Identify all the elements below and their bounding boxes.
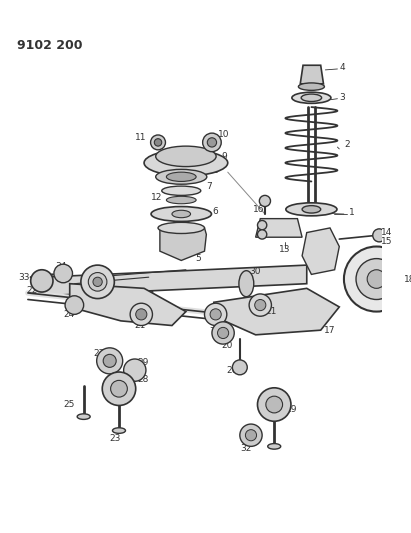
Circle shape [257, 388, 291, 421]
Ellipse shape [158, 222, 205, 233]
Text: 15: 15 [381, 237, 393, 246]
Circle shape [232, 360, 247, 375]
Circle shape [249, 294, 271, 316]
Circle shape [212, 322, 234, 344]
Circle shape [344, 247, 409, 312]
Circle shape [257, 230, 267, 239]
Polygon shape [214, 288, 339, 335]
Text: 20: 20 [221, 342, 233, 351]
Text: 12: 12 [150, 193, 162, 202]
Text: 25: 25 [63, 400, 74, 409]
Text: 34: 34 [56, 262, 67, 271]
Text: 22: 22 [26, 286, 37, 295]
Circle shape [245, 430, 256, 441]
Ellipse shape [166, 196, 196, 204]
Ellipse shape [156, 146, 216, 167]
Ellipse shape [298, 83, 324, 91]
Text: 21: 21 [135, 321, 146, 330]
Ellipse shape [144, 150, 228, 176]
Circle shape [124, 359, 146, 381]
Text: 17: 17 [323, 326, 335, 335]
Text: 1: 1 [349, 208, 354, 216]
Text: 32: 32 [240, 444, 251, 453]
Ellipse shape [268, 443, 281, 449]
Circle shape [97, 348, 123, 374]
Text: 19: 19 [286, 405, 298, 414]
Text: 28: 28 [138, 375, 149, 384]
Ellipse shape [292, 92, 331, 103]
Circle shape [210, 309, 221, 320]
Text: 11: 11 [135, 133, 146, 142]
Text: 16: 16 [253, 205, 264, 214]
Text: 8: 8 [212, 166, 218, 175]
Circle shape [356, 259, 397, 300]
Circle shape [205, 303, 227, 326]
Polygon shape [256, 219, 302, 237]
Text: 7: 7 [206, 182, 212, 191]
Circle shape [259, 196, 270, 207]
Ellipse shape [162, 186, 201, 196]
Text: 10: 10 [218, 131, 230, 140]
Ellipse shape [113, 428, 125, 433]
Text: 2: 2 [344, 140, 350, 149]
Circle shape [257, 221, 267, 230]
Text: 29: 29 [138, 358, 149, 367]
Polygon shape [160, 228, 206, 261]
Ellipse shape [77, 414, 90, 419]
Circle shape [203, 133, 221, 152]
Circle shape [81, 265, 114, 298]
Ellipse shape [239, 271, 254, 297]
Circle shape [373, 229, 386, 242]
Circle shape [266, 396, 283, 413]
Text: 23: 23 [110, 434, 121, 443]
Text: 4: 4 [339, 62, 345, 71]
Circle shape [154, 139, 162, 146]
Text: 32: 32 [79, 293, 90, 302]
Text: 9: 9 [221, 152, 227, 161]
Circle shape [93, 277, 102, 286]
Text: 24: 24 [63, 310, 74, 319]
Circle shape [255, 300, 266, 311]
Ellipse shape [156, 169, 207, 184]
Text: 35: 35 [209, 321, 221, 330]
Text: 27: 27 [93, 349, 104, 358]
Text: 14: 14 [381, 228, 393, 237]
Circle shape [367, 270, 386, 288]
Text: 33: 33 [18, 273, 30, 281]
Circle shape [65, 296, 84, 314]
Text: 26: 26 [227, 366, 238, 375]
Ellipse shape [151, 207, 212, 221]
Circle shape [130, 303, 152, 326]
Text: 13: 13 [279, 245, 290, 254]
Circle shape [103, 354, 116, 367]
Circle shape [207, 138, 217, 147]
Polygon shape [42, 265, 307, 296]
Text: 30: 30 [249, 267, 261, 276]
Circle shape [54, 264, 72, 283]
Circle shape [111, 381, 127, 397]
Circle shape [240, 424, 262, 446]
Text: 5: 5 [195, 254, 201, 263]
Circle shape [136, 309, 147, 320]
Ellipse shape [166, 172, 196, 181]
Ellipse shape [301, 94, 322, 101]
Circle shape [88, 272, 107, 291]
Ellipse shape [302, 206, 321, 213]
Circle shape [217, 327, 229, 338]
Circle shape [150, 135, 166, 150]
Polygon shape [302, 228, 339, 274]
Text: 31: 31 [144, 291, 156, 300]
Polygon shape [70, 284, 186, 326]
Ellipse shape [286, 203, 337, 216]
Polygon shape [300, 65, 323, 84]
Text: 6: 6 [212, 207, 218, 216]
Circle shape [102, 372, 136, 406]
Text: 18: 18 [404, 274, 411, 284]
Text: 3: 3 [339, 93, 345, 102]
Text: 9102 200: 9102 200 [17, 39, 82, 52]
Ellipse shape [172, 210, 191, 217]
Circle shape [31, 270, 53, 292]
Text: 21: 21 [265, 307, 276, 316]
